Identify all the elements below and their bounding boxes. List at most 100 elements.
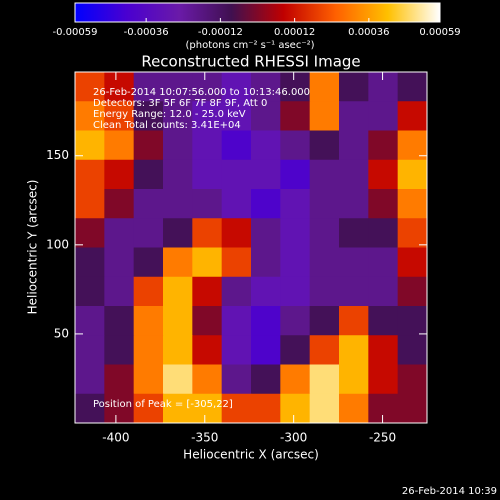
heatmap-cell bbox=[104, 101, 135, 131]
heatmap-cell bbox=[309, 364, 340, 395]
timestamp: 26-Feb-2014 10:39 bbox=[402, 486, 497, 497]
heatmap-cell bbox=[104, 189, 135, 219]
heatmap-cell bbox=[309, 306, 340, 336]
heatmap-cell bbox=[309, 101, 340, 131]
heatmap-cell bbox=[280, 189, 311, 219]
heatmap-cell bbox=[368, 159, 399, 190]
heatmap-cell bbox=[280, 393, 311, 424]
heatmap-cell bbox=[280, 276, 311, 307]
heatmap-cell bbox=[309, 72, 340, 102]
annotation: Detectors: 3F 5F 6F 7F 8F 9F, Att 0 bbox=[93, 98, 267, 109]
heatmap-cell bbox=[163, 364, 193, 395]
heatmap-cell bbox=[397, 364, 428, 395]
heatmap-cell bbox=[397, 276, 428, 307]
colorbar-tick-label: 0.00012 bbox=[274, 27, 315, 38]
plot-frame bbox=[74, 71, 428, 424]
heatmap-cell bbox=[133, 306, 164, 336]
heatmap-cell bbox=[309, 130, 340, 161]
heatmap-cell bbox=[163, 393, 193, 424]
heatmap-cell bbox=[221, 218, 252, 248]
heatmap-cell bbox=[368, 218, 399, 248]
heatmap-cell bbox=[280, 101, 311, 131]
heatmap-cell bbox=[104, 335, 135, 365]
heatmap-cell bbox=[280, 335, 311, 365]
heatmap-cell bbox=[192, 218, 223, 248]
heatmap-cell bbox=[309, 159, 340, 190]
heatmap-cell bbox=[104, 364, 135, 395]
x-tick-label: -350 bbox=[191, 431, 218, 445]
annotation: Clean Total counts: 3.41E+04 bbox=[93, 120, 241, 131]
heatmap-cell bbox=[133, 101, 164, 131]
heatmap-cell bbox=[133, 130, 164, 161]
heatmap-cell bbox=[104, 393, 135, 424]
y-tick-label: 50 bbox=[54, 326, 69, 340]
heatmap-cell bbox=[251, 364, 281, 395]
heatmap-cell bbox=[75, 218, 105, 248]
annotation: Energy Range: 12.0 - 25.0 keV bbox=[93, 109, 246, 120]
heatmap-cell bbox=[133, 72, 164, 102]
heatmap-cell bbox=[163, 159, 193, 190]
heatmap-cell bbox=[309, 276, 340, 307]
heatmap-cell bbox=[163, 335, 193, 365]
heatmap-cell bbox=[397, 72, 428, 102]
heatmap-cell bbox=[192, 247, 223, 278]
heatmap-cell bbox=[280, 130, 311, 161]
heatmap-cell bbox=[251, 72, 281, 102]
colorbar-tick-label: -0.00036 bbox=[124, 27, 169, 38]
colorbar-label: (photons cm⁻² s⁻¹ asec⁻²) bbox=[185, 40, 314, 51]
heatmap-cell bbox=[133, 159, 164, 190]
heatmap-cell bbox=[339, 159, 369, 190]
heatmap-cell bbox=[163, 72, 193, 102]
heatmap-cell bbox=[192, 189, 223, 219]
heatmap-cell bbox=[251, 101, 281, 131]
heatmap-cell bbox=[192, 364, 223, 395]
heatmap-cell bbox=[251, 189, 281, 219]
x-axis-label: Heliocentric X (arcsec) bbox=[183, 448, 319, 462]
heatmap-cell bbox=[163, 276, 193, 307]
heatmap-cell bbox=[163, 306, 193, 336]
heatmap-cell bbox=[75, 101, 105, 131]
heatmap-cell bbox=[192, 276, 223, 307]
heatmap-cell bbox=[397, 247, 428, 278]
heatmap-cell bbox=[339, 247, 369, 278]
heatmap-cell bbox=[133, 247, 164, 278]
heatmap-cell bbox=[251, 306, 281, 336]
heatmap-cell bbox=[309, 335, 340, 365]
heatmap-cell bbox=[221, 72, 252, 102]
heatmap-cell bbox=[309, 218, 340, 248]
y-axis-label: Heliocentric Y (arcsec) bbox=[26, 180, 40, 315]
heatmap-cell bbox=[280, 247, 311, 278]
heatmap-cell bbox=[309, 393, 340, 424]
heatmap-cell bbox=[221, 364, 252, 395]
heatmap-cell bbox=[368, 189, 399, 219]
heatmap-cell bbox=[221, 276, 252, 307]
x-tick-label: -300 bbox=[280, 431, 307, 445]
colorbar-tick-label: 0.00059 bbox=[419, 27, 460, 38]
annotation: 26-Feb-2014 10:07:56.000 to 10:13:46.000 bbox=[93, 87, 310, 98]
heatmap-cell bbox=[251, 393, 281, 424]
heatmap-cell bbox=[133, 335, 164, 365]
heatmap-cell bbox=[163, 218, 193, 248]
heatmap-cell bbox=[104, 306, 135, 336]
heatmap-cell bbox=[251, 218, 281, 248]
heatmap-cell bbox=[280, 72, 311, 102]
heatmap-cell bbox=[133, 218, 164, 248]
heatmap-cell bbox=[133, 276, 164, 307]
heatmap-cell bbox=[221, 306, 252, 336]
heatmap-cell bbox=[104, 72, 135, 102]
heatmap-cell bbox=[368, 393, 399, 424]
heatmap-cell bbox=[251, 159, 281, 190]
heatmap-cell bbox=[280, 364, 311, 395]
heatmap-cell bbox=[75, 393, 105, 424]
heatmap-cell bbox=[221, 159, 252, 190]
heatmap-cell bbox=[339, 306, 369, 336]
heatmap-cell bbox=[280, 159, 311, 190]
heatmap-cell bbox=[104, 218, 135, 248]
heatmap-cell bbox=[339, 364, 369, 395]
heatmap-cell bbox=[251, 247, 281, 278]
heatmap-cell bbox=[251, 335, 281, 365]
heatmap-cell bbox=[192, 306, 223, 336]
heatmap-cell bbox=[192, 72, 223, 102]
heatmap-cell bbox=[104, 159, 135, 190]
